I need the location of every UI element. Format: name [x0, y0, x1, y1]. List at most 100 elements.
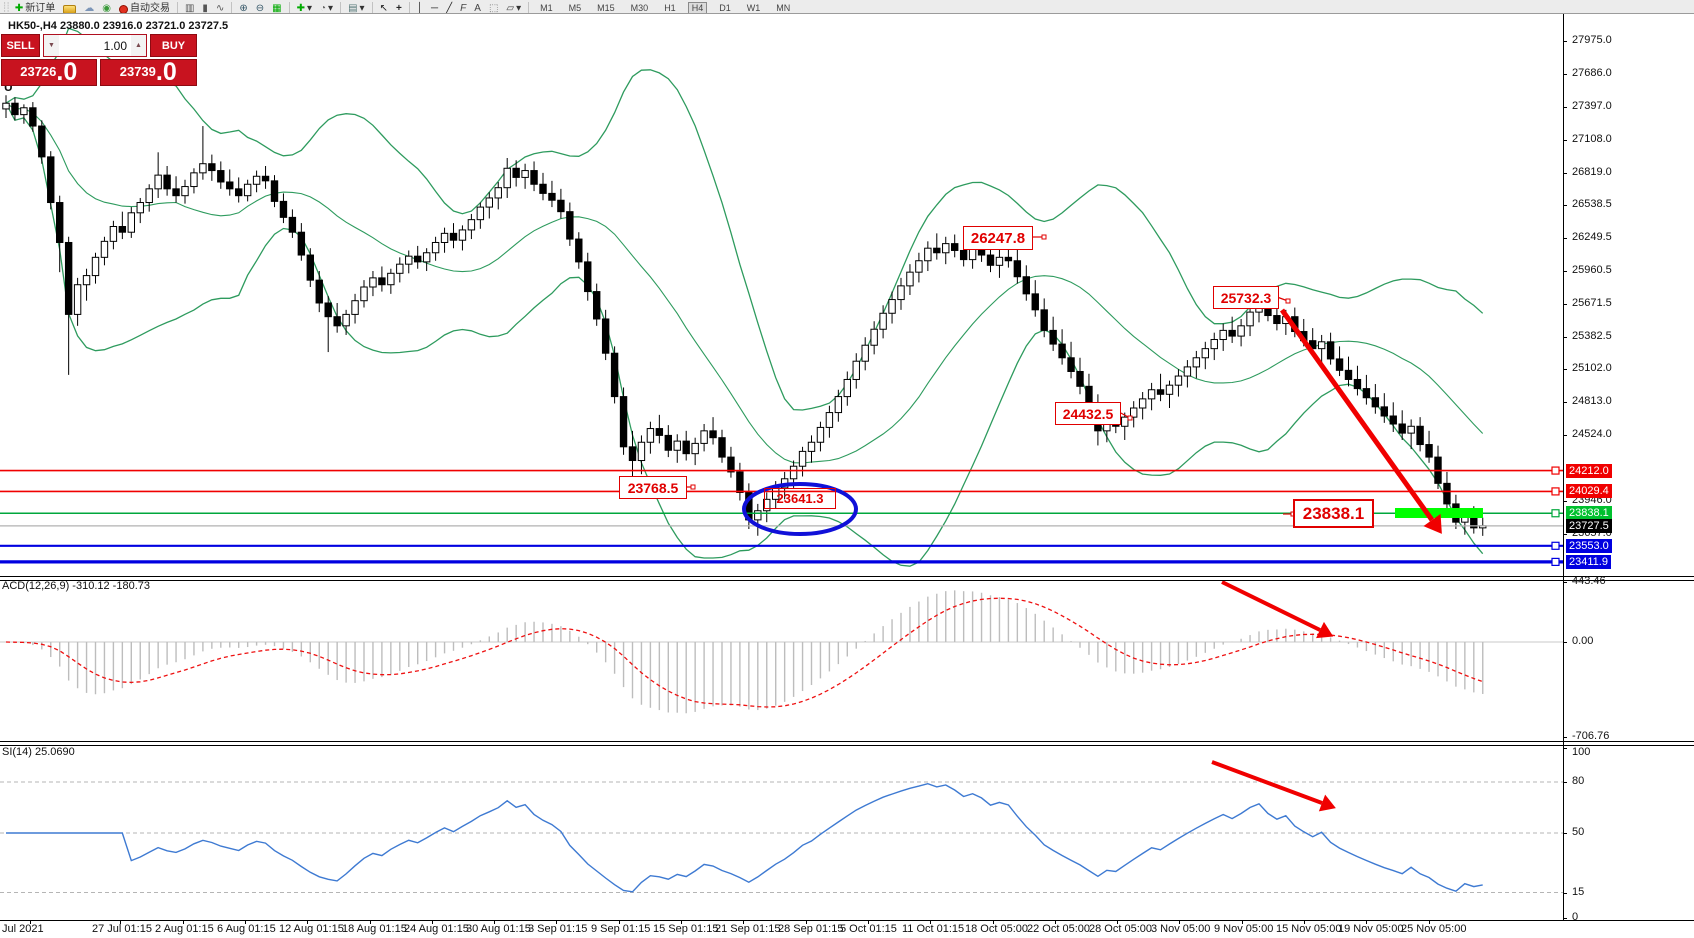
rsi-axis-tick: 15 — [1572, 886, 1585, 898]
tile-windows-button[interactable]: ▦ — [272, 3, 282, 14]
gold-icon[interactable] — [59, 0, 80, 13]
autotrading-button[interactable]: 自动交易 — [115, 0, 174, 13]
template-button[interactable]: ▤ ▾ — [348, 3, 365, 14]
macd-indicator-label: ACD(12,26,9) -310.12 -180.73 — [2, 580, 150, 592]
toolbar-separator — [340, 2, 342, 13]
time-axis-label: 12 Aug 01:15 — [279, 923, 344, 935]
rsi-axis-tick: 0 — [1572, 911, 1579, 923]
fibonacci-button[interactable]: F — [460, 3, 467, 14]
price-level-tag: 24212.0 — [1566, 464, 1612, 478]
chart-price-annotation[interactable]: 24432.5 — [1055, 402, 1121, 425]
new-order-button[interactable]: ✚ 新订单 — [14, 3, 56, 14]
price-axis-tick: 24813.0 — [1572, 395, 1612, 407]
price-axis-tick: 27975.0 — [1572, 34, 1612, 46]
timeframe-mn-button[interactable]: MN — [776, 3, 791, 13]
rsi-panel-separator[interactable] — [0, 741, 1694, 746]
time-axis-label: 9 Nov 05:00 — [1214, 923, 1274, 935]
toolbar-separator — [231, 2, 233, 13]
volume-increase-button[interactable]: ▲ — [131, 35, 146, 56]
time-axis-label: 24 Aug 01:15 — [404, 923, 469, 935]
price-axis-tick: 25671.5 — [1572, 297, 1612, 309]
timeframe-w1-button[interactable]: W1 — [746, 3, 761, 13]
timeframe-h1-button[interactable]: H1 — [664, 3, 676, 13]
sell-price-display[interactable]: 23726.0 — [1, 59, 97, 86]
sell-button[interactable]: SELL — [1, 34, 40, 57]
time-axis-label: 19 Nov 05:00 — [1338, 923, 1404, 935]
candlestick-button[interactable]: ▮ — [202, 3, 208, 14]
macd-axis-tick: 443.46 — [1572, 575, 1606, 587]
timeframe-m30-button[interactable]: M30 — [630, 3, 649, 13]
volume-stepper: ▼ ▲ — [43, 34, 147, 57]
time-axis-label: 3 Nov 05:00 — [1151, 923, 1211, 935]
time-axis-label: 30 Aug 01:15 — [466, 923, 531, 935]
chart-price-annotation[interactable]: 26247.8 — [963, 226, 1033, 250]
hline-button[interactable]: ─ — [431, 3, 439, 14]
price-axis-tick: 24524.0 — [1572, 428, 1612, 440]
volume-input[interactable] — [59, 35, 131, 56]
time-axis-label: 3 Sep 01:15 — [528, 923, 588, 935]
time-axis-label: 28 Oct 05:00 — [1089, 923, 1152, 935]
price-axis-tick: 25382.5 — [1572, 330, 1612, 342]
zoom-out-button[interactable]: ⊖ — [255, 3, 265, 14]
toolbar-grip: ┊┊ — [2, 2, 11, 12]
time-axis-label: 21 Sep 01:15 — [715, 923, 781, 935]
price-axis-tick: 25960.5 — [1572, 264, 1612, 276]
chart-price-annotation[interactable]: 25732.3 — [1213, 286, 1279, 309]
indicators-button[interactable]: ✚ ▾ — [296, 3, 312, 14]
toolbar-separator — [288, 2, 290, 13]
vline-button[interactable]: │ — [416, 3, 424, 14]
time-axis-label: 2 Aug 01:15 — [155, 923, 214, 935]
price-axis-line — [1563, 14, 1564, 920]
chart-price-annotation[interactable]: 23641.3 — [764, 488, 836, 509]
timeframe-h4-button[interactable]: H4 — [687, 2, 708, 13]
chart-price-annotation[interactable]: 23768.5 — [619, 476, 687, 499]
toolbar-separator — [176, 2, 178, 13]
volume-decrease-button[interactable]: ▼ — [44, 35, 59, 56]
price-level-tag: 23838.1 — [1566, 506, 1612, 520]
time-axis-label: 11 Oct 01:15 — [902, 923, 965, 935]
timeframe-d1-button[interactable]: D1 — [719, 3, 731, 13]
crosshair-button[interactable]: + — [395, 3, 402, 14]
signal-icon[interactable]: ◉ — [102, 3, 111, 14]
time-axis-label: 22 Oct 05:00 — [1027, 923, 1090, 935]
label-button[interactable]: ⬚ — [488, 3, 499, 14]
current-price-tag: 23727.5 — [1566, 519, 1612, 533]
time-axis-label: 18 Aug 01:15 — [342, 923, 407, 935]
timeframe-m5-button[interactable]: M5 — [568, 3, 582, 13]
time-axis-label: 25 Nov 05:00 — [1401, 923, 1467, 935]
time-axis-label: 28 Sep 01:15 — [778, 923, 844, 935]
buy-price-display[interactable]: 23739.0 — [99, 59, 197, 86]
toolbar-separator — [528, 2, 530, 13]
zoom-in-button[interactable]: ⊕ — [239, 3, 248, 14]
macd-panel-separator[interactable] — [0, 576, 1694, 581]
timeframe-m15-button[interactable]: M15 — [597, 3, 615, 13]
toolbar-separator — [371, 2, 373, 13]
timeframe-m1-button[interactable]: M1 — [540, 3, 553, 13]
time-axis-label: 9 Sep 01:15 — [591, 923, 651, 935]
one-click-trading-panel: SELL ▼ ▲ BUY 23726.0 23739.0 — [1, 34, 197, 86]
price-level-tag: 24029.4 — [1566, 484, 1612, 498]
price-axis-tick: 25102.0 — [1572, 362, 1612, 374]
cloud-icon[interactable]: ☁ — [84, 3, 95, 14]
time-axis-label: 6 Aug 01:15 — [217, 923, 276, 935]
period-button[interactable]: ◔ ▾ — [319, 3, 334, 14]
toolbar: ┊┊ ✚ 新订单 ☁ ◉ 自动交易 ▥ ▮ ∿ ⊕ ⊖ ▦ ✚ ▾ ◔ ▾ ▤ ▾ ↖ + │ ─ ╱ F A ⬚ ▱ ▾ M1 M5 M1… — [0, 0, 1694, 14]
shapes-button[interactable]: ▱ ▾ — [506, 3, 522, 14]
macd-axis-tick: -706.76 — [1572, 730, 1610, 742]
macd-axis-tick: 0.00 — [1572, 635, 1594, 647]
price-axis-tick: 27397.0 — [1572, 100, 1612, 112]
buy-button[interactable]: BUY — [150, 34, 197, 57]
bar-chart-button[interactable]: ▥ — [184, 3, 195, 14]
text-button[interactable]: A — [474, 3, 481, 14]
cursor-button[interactable]: ↖ — [379, 3, 388, 14]
line-chart-button[interactable]: ∿ — [215, 3, 225, 14]
price-axis-tick: 26819.0 — [1572, 166, 1612, 178]
price-axis-tick: 27686.0 — [1572, 67, 1612, 79]
price-axis-tick: 26249.5 — [1572, 231, 1612, 243]
chart-price-annotation[interactable]: 23838.1 — [1293, 499, 1374, 528]
time-axis-label: 15 Sep 01:15 — [653, 923, 719, 935]
price-axis-tick: 27108.0 — [1572, 133, 1612, 145]
trendline-button[interactable]: ╱ — [446, 3, 453, 14]
time-axis-line — [0, 920, 1694, 921]
